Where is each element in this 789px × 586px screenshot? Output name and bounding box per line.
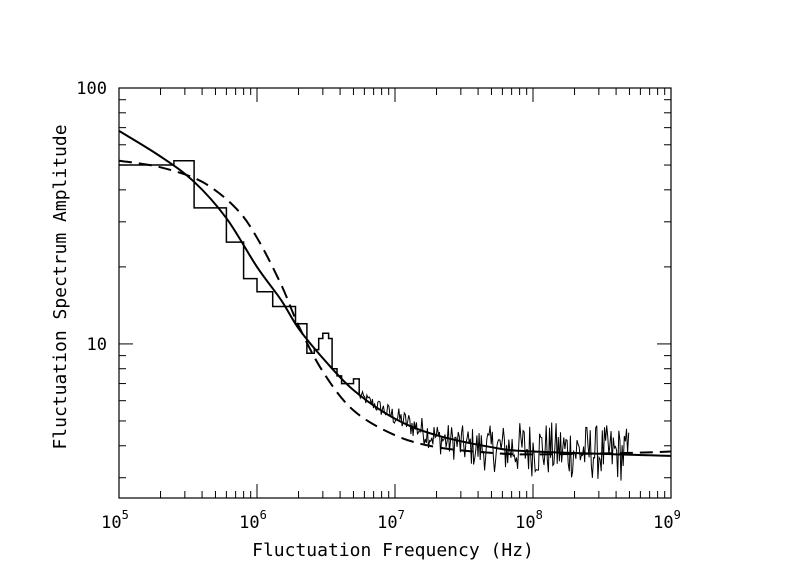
y-tick-label: 10: [87, 335, 107, 355]
y-tick-label: 100: [76, 79, 107, 99]
fine-spectrum-series: [358, 389, 630, 481]
x-tick-label: 106: [239, 508, 267, 533]
x-tick-label: 109: [653, 508, 681, 533]
dashed-fit-curve: [118, 159, 672, 456]
x-tick-label: 108: [515, 508, 543, 533]
histogram-series: [119, 159, 360, 396]
y-axis-title: Fluctuation Spectrum Amplitude: [50, 124, 71, 449]
solid-fit-curve: [118, 130, 672, 457]
x-tick-label: 105: [101, 508, 129, 533]
x-axis-title: Fluctuation Frequency (Hz): [252, 540, 534, 561]
plot-frame: [118, 87, 672, 499]
x-tick-label: 107: [377, 508, 405, 533]
